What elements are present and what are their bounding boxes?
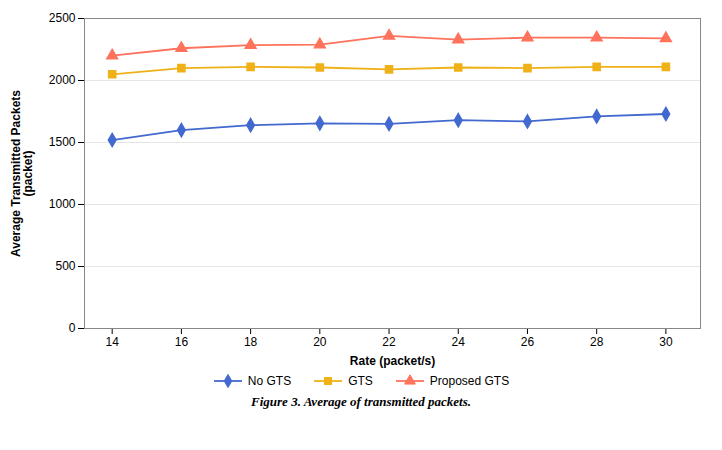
svg-text:16: 16 [175, 335, 189, 349]
svg-text:22: 22 [382, 335, 396, 349]
svg-text:500: 500 [55, 259, 75, 273]
svg-text:Average Transmitted Packets(pa: Average Transmitted Packets(packet) [9, 90, 35, 257]
svg-text:Rate (packet/s): Rate (packet/s) [350, 354, 435, 368]
svg-text:1500: 1500 [49, 135, 76, 149]
svg-text:30: 30 [659, 335, 673, 349]
svg-text:14: 14 [106, 335, 120, 349]
svg-text:28: 28 [590, 335, 604, 349]
svg-text:18: 18 [244, 335, 258, 349]
svg-text:20: 20 [313, 335, 327, 349]
html-text:No GTS: No GTS [247, 374, 292, 388]
svg-text:2000: 2000 [49, 73, 76, 87]
svg-text:1000: 1000 [49, 197, 76, 211]
html-text:GTS: GTS [348, 374, 373, 388]
html-text:Proposed GTS: Proposed GTS [429, 374, 510, 388]
svg-text:26: 26 [521, 335, 535, 349]
html-text:Figure 3. Average of transmitt: Figure 3. Average of transmitted packets… [251, 394, 471, 409]
svg-text:24: 24 [452, 335, 466, 349]
svg-text:2500: 2500 [49, 11, 76, 25]
svg-text:0: 0 [69, 321, 76, 335]
